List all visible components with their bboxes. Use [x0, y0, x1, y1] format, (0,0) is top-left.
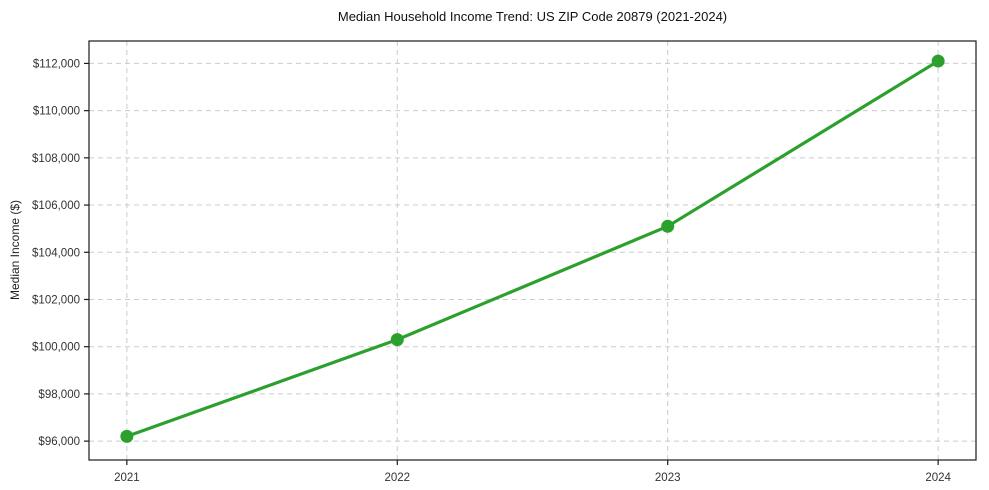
data-point-marker — [390, 333, 404, 347]
y-tick-label: $104,000 — [32, 247, 80, 259]
y-tick-label: $108,000 — [32, 153, 80, 165]
x-tick-label: 2024 — [925, 472, 951, 484]
chart-title: Median Household Income Trend: US ZIP Co… — [337, 9, 728, 24]
plot-area — [89, 41, 976, 460]
y-axis-title: Median Income ($) — [8, 199, 22, 301]
y-tick-label: $100,000 — [32, 342, 80, 354]
y-tick-label: $106,000 — [32, 200, 80, 212]
y-tick-label: $96,000 — [38, 436, 80, 448]
income-trend-line — [125, 59, 940, 438]
data-point-marker — [120, 429, 134, 443]
x-tick-label: 2021 — [114, 472, 140, 484]
x-tick-label: 2023 — [655, 472, 681, 484]
x-tick-label: 2022 — [384, 472, 410, 484]
y-tick-label: $98,000 — [38, 389, 80, 401]
y-tick-label: $102,000 — [32, 294, 80, 306]
plot-border — [88, 40, 977, 461]
y-tick-label: $110,000 — [33, 106, 80, 118]
y-tick-label: $112,000 — [33, 58, 80, 70]
data-point-marker — [661, 219, 675, 233]
data-point-marker — [931, 54, 945, 68]
